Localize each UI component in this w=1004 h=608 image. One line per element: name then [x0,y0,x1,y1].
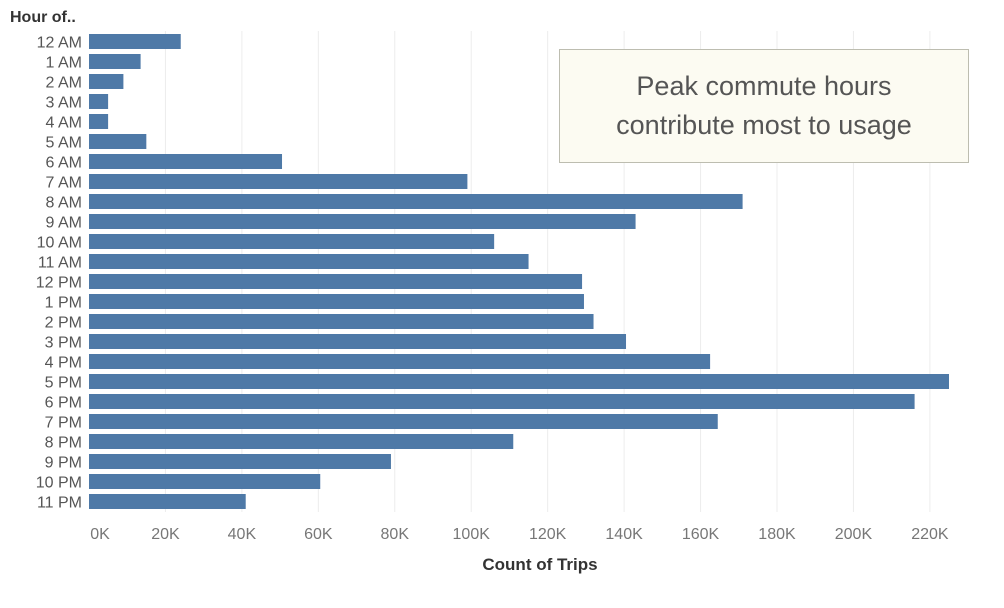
bar-1-pm [89,294,584,309]
category-label: 9 PM [45,455,82,472]
x-tick-label: 200K [835,526,873,543]
bar-1-am [89,54,141,69]
x-tick-label: 220K [911,526,949,543]
bar-8-pm [89,434,514,449]
category-label: 7 PM [45,415,82,432]
x-tick-labels: 0K 20K 40K 60K 80K 100K 120K 140K 160K 180K 200K 22… [90,526,949,543]
category-label: 9 AM [46,215,82,232]
category-label: 7 AM [46,175,82,192]
bar-12-pm [89,274,583,289]
bar-12-am [89,34,181,49]
category-label: 11 PM [37,495,82,512]
x-tick-label: 100K [453,526,491,543]
bar-4-am [89,114,109,129]
bars [89,34,949,509]
x-tick-label: 80K [381,526,410,543]
bar-11-am [89,254,529,269]
row-field-header: Hour of.. [10,9,76,26]
bar-6-pm [89,394,915,409]
category-label: 5 AM [46,135,82,152]
x-tick-label: 140K [605,526,643,543]
x-tick-label: 180K [758,526,796,543]
category-label: 6 PM [45,395,82,412]
annotation-box: Peak commute hours contribute most to us… [559,49,969,163]
category-label: 10 PM [36,475,82,492]
bar-5-pm [89,374,949,389]
bar-8-am [89,194,743,209]
bar-7-am [89,174,468,189]
category-label: 2 PM [45,315,82,332]
category-label: 8 PM [45,435,82,452]
x-tick-label: 20K [151,526,180,543]
x-tick-label: 120K [529,526,567,543]
category-label: 2 AM [46,75,82,92]
bar-10-am [89,234,495,249]
bar-4-pm [89,354,711,369]
category-label: 6 AM [46,155,82,172]
bar-3-pm [89,334,627,349]
bar-5-am [89,134,147,149]
bar-3-am [89,94,109,109]
bar-10-pm [89,474,321,489]
category-label: 4 AM [46,115,82,132]
bar-2-pm [89,314,594,329]
x-tick-label: 160K [682,526,720,543]
category-labels: 12 AM 1 AM 2 AM 3 AM 4 AM 5 AM 6 AM 7 AM 8 AM 9 A… [36,35,82,512]
category-label: 8 AM [46,195,82,212]
category-label: 3 PM [45,335,82,352]
x-tick-label: 0K [90,526,110,543]
category-label: 5 PM [45,375,82,392]
x-tick-label: 40K [228,526,257,543]
category-label: 10 AM [37,235,82,252]
bar-9-am [89,214,636,229]
x-axis-title: Count of Trips [482,555,597,574]
category-label: 1 PM [45,295,82,312]
category-label: 12 PM [36,275,82,292]
category-label: 12 AM [37,35,82,52]
bar-7-pm [89,414,718,429]
bar-11-pm [89,494,246,509]
bar-9-pm [89,454,391,469]
bar-6-am [89,154,283,169]
category-label: 3 AM [46,95,82,112]
bar-2-am [89,74,124,89]
category-label: 1 AM [46,55,82,72]
category-label: 4 PM [45,355,82,372]
x-tick-label: 60K [304,526,333,543]
category-label: 11 AM [38,255,82,272]
